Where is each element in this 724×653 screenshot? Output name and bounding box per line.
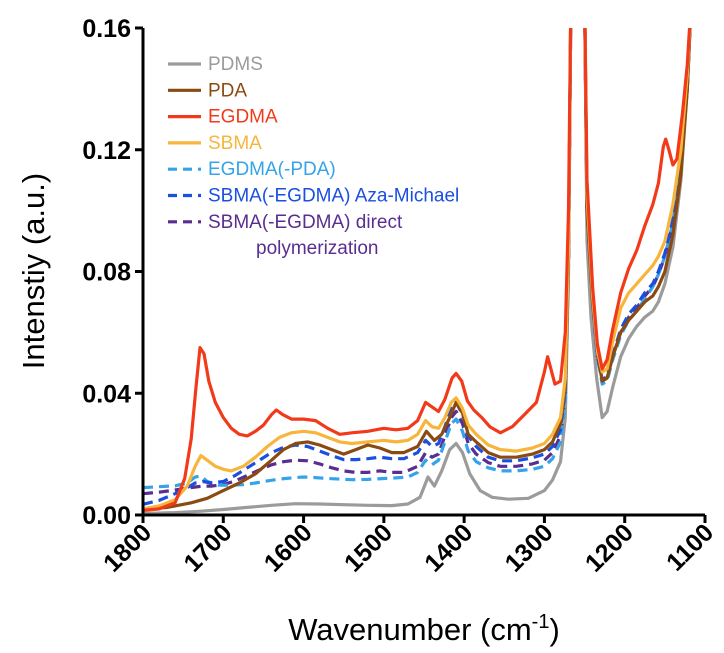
x-tick-label: 1300: [500, 518, 559, 577]
y-tick-label: 0.00: [82, 502, 131, 530]
y-tick-label: 0.08: [82, 259, 131, 287]
series-line-6: [143, 28, 692, 506]
series-line-5: [143, 28, 692, 490]
legend-label: SBMA: [208, 133, 262, 154]
x-axis-title-superscript: -1: [532, 611, 550, 633]
legend-label: SBMA(-EGDMA) Aza-Michael: [208, 186, 459, 207]
legend-label: EGDMA: [208, 107, 278, 128]
series-line-4: [143, 28, 692, 511]
series-line-2: [143, 28, 692, 512]
legend-label: SBMA(-EGDMA) direct: [208, 212, 403, 233]
x-axis-title-main: Wavenumber (cm: [288, 612, 531, 647]
y-tick-label: 0.12: [82, 137, 131, 165]
legend-label: PDMS: [208, 54, 263, 75]
series-line-1: [143, 28, 692, 515]
x-tick-label: 1400: [419, 518, 478, 577]
x-axis-title-close: ): [549, 612, 559, 647]
series-line-3: [143, 28, 692, 512]
x-tick-label: 1200: [580, 518, 639, 577]
y-tick-label: 0.16: [82, 15, 131, 43]
legend-label: EGDMA(-PDA): [208, 159, 336, 180]
series-layer: [143, 28, 692, 515]
legend: PDMS PDA EGDMA SBMA EGDMA(-PDA) SBMA(-EGDMA) …: [168, 54, 459, 259]
y-tick-label: 0.04: [82, 380, 131, 408]
x-tick-label: 1500: [339, 518, 398, 577]
legend-label: PDA: [208, 80, 247, 101]
x-axis-title: Wavenumber (cm-1): [288, 611, 560, 647]
legend-label-continuation: polymerization: [256, 238, 379, 259]
x-tick-label: 1600: [259, 518, 318, 577]
x-tick-label: 1700: [178, 518, 237, 577]
y-axis-title: Intenstiy (a.u.): [16, 173, 51, 369]
x-tick-label: 1100: [661, 518, 719, 576]
